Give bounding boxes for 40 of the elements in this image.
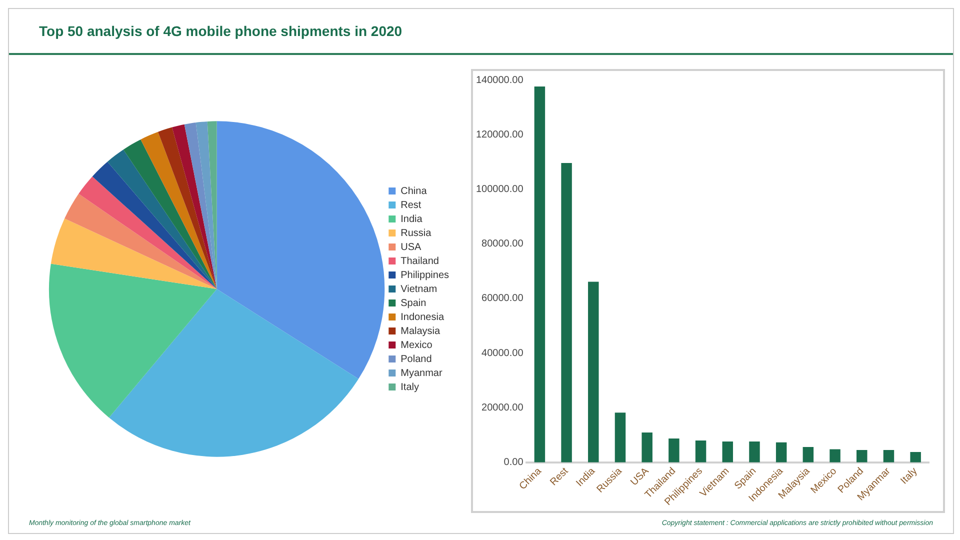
chart-title: Top 50 analysis of 4G mobile phone shipments in 2020	[39, 23, 402, 39]
bar	[776, 442, 787, 462]
bar	[588, 282, 599, 462]
legend-label: Vietnam	[400, 284, 438, 295]
bar	[614, 412, 626, 462]
bar	[722, 442, 734, 462]
x-tick-label: Italy	[898, 466, 920, 487]
legend-label: Philippines	[400, 270, 450, 281]
bar	[642, 432, 652, 462]
bar	[856, 450, 868, 462]
legend-label: Rest	[400, 200, 422, 211]
legend-label: Malaysia	[400, 326, 441, 337]
bar	[534, 86, 546, 462]
y-tick-label: 140000.00	[476, 74, 524, 86]
bar	[561, 163, 572, 462]
bar	[749, 442, 760, 462]
legend-label: Spain	[400, 298, 426, 309]
bar	[668, 438, 680, 462]
bar	[695, 440, 706, 462]
y-tick-label: 80000.00	[482, 238, 524, 250]
y-tick-label: 0.00	[504, 457, 524, 468]
legend-label: USA	[400, 242, 422, 253]
legend-label: Russia	[400, 228, 432, 239]
legend-label: Italy	[400, 382, 419, 393]
legend-label: India	[400, 214, 423, 225]
y-tick-label: 40000.00	[482, 348, 524, 359]
legend-label: Indonesia	[400, 312, 444, 323]
legend-label: Thailand	[400, 256, 439, 267]
legend-label: Mexico	[400, 340, 433, 351]
y-tick-label: 100000.00	[476, 184, 524, 195]
bar	[910, 452, 921, 462]
legend-label: China	[400, 186, 428, 197]
bar	[830, 449, 840, 462]
y-tick-label: 120000.00	[476, 129, 524, 140]
legend-label: Myanmar	[400, 368, 443, 379]
legend-label: Poland	[400, 354, 432, 365]
y-tick-label: 20000.00	[482, 402, 524, 414]
y-tick-label: 60000.00	[482, 293, 524, 304]
bar	[802, 447, 814, 462]
bar	[883, 450, 894, 462]
